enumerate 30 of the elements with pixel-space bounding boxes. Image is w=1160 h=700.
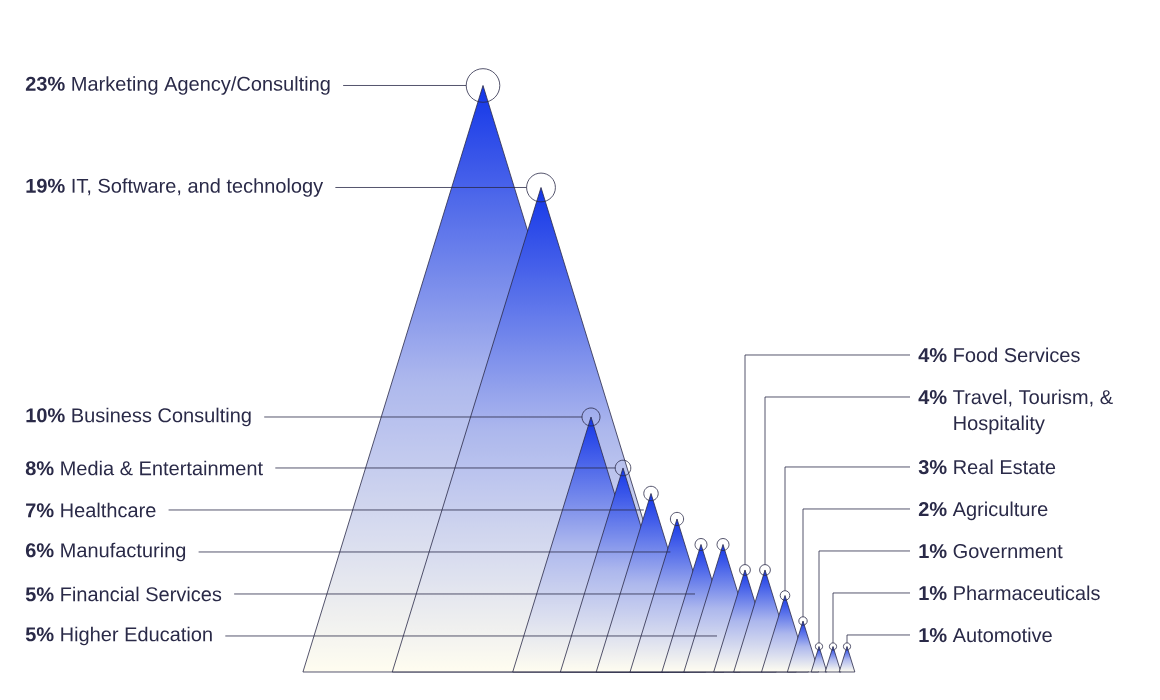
category-label: Agriculture [952,501,1048,521]
data-label: 1% [919,586,947,601]
data-label: 8% [25,461,54,476]
category-label: IT, Software, and technology [72,178,324,197]
data-label: 19% [26,178,65,193]
data-label: 5% [25,587,54,602]
category-label: Higher Education [61,626,212,646]
category-label: Government [953,544,1063,559]
data-label: 5% [25,627,54,642]
data-label: 10% [26,408,65,423]
category-label: Healthcare [61,502,156,518]
data-label: 6% [25,543,54,558]
category-label: Business Consulting [72,407,251,427]
category-label: Marketing Agency/Consulting [72,76,330,95]
category-label: Automotive [952,627,1052,643]
category-label: Manufacturing [61,542,186,562]
category-label: Food Services [954,347,1080,363]
data-label: 4% [918,390,947,405]
category-label: Financial Services [61,586,222,602]
data-label: 4% [918,348,947,363]
category-label: Pharmaceuticals [954,585,1100,601]
category-label: Media & Entertainment [61,460,263,476]
data-label: 1% [919,628,947,643]
data-label: 23% [25,76,65,91]
data-label: 1% [919,544,947,559]
data-label: 2% [918,502,947,517]
data-label: 7% [26,503,54,518]
category-label: Travel, Tourism, & Hospitality [953,389,1113,435]
category-label: Real Estate [954,459,1056,475]
data-label: 3% [918,460,947,475]
